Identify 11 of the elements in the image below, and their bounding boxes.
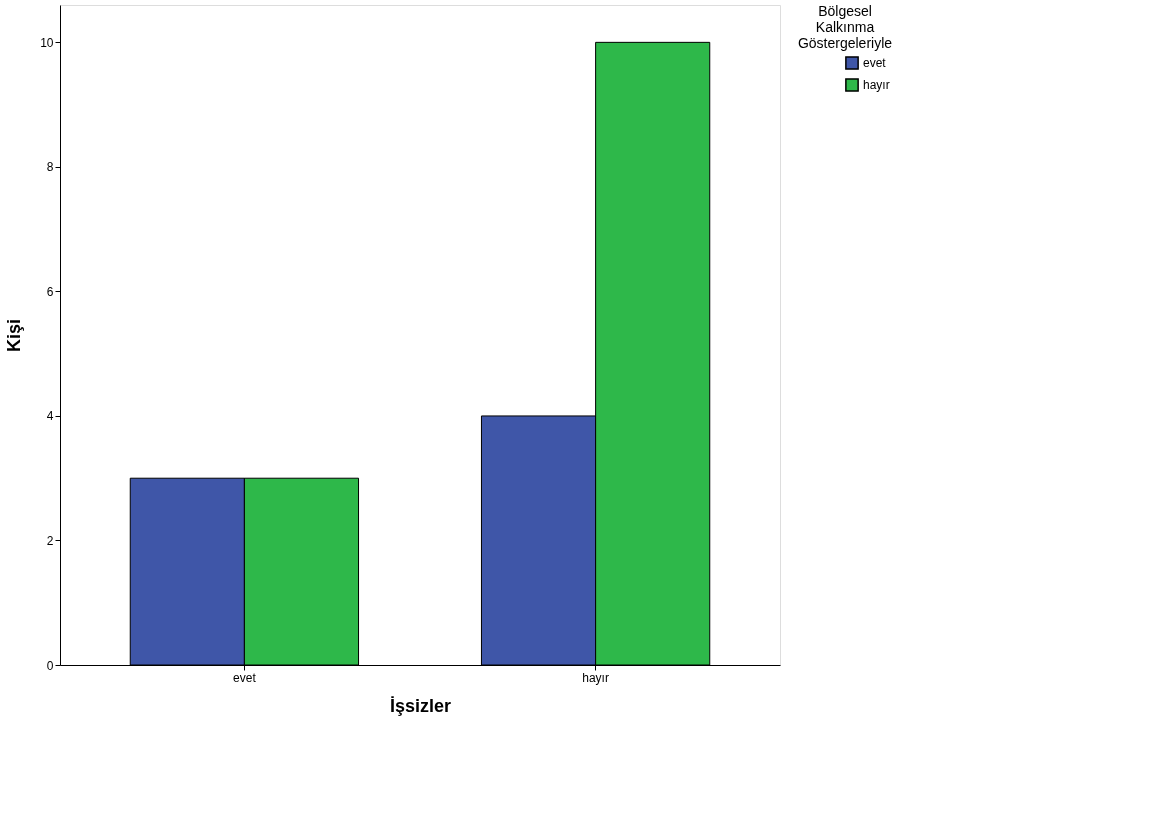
y-tick-label: 10 [40,35,54,50]
legend-label: hayır [863,78,890,92]
y-tick-label: 0 [46,658,54,673]
y-tick-label: 8 [46,160,54,175]
legend-title: Bölgesel Kalkınma Göstergeleriyle [797,3,893,51]
y-tick-label: 2 [46,533,54,548]
y-axis-title: Kişi [4,318,25,353]
y-tick-label: 6 [46,284,54,299]
x-axis-title: İşsizler [389,695,452,716]
y-tick-label: 4 [46,409,54,424]
legend-label: evet [863,56,887,70]
